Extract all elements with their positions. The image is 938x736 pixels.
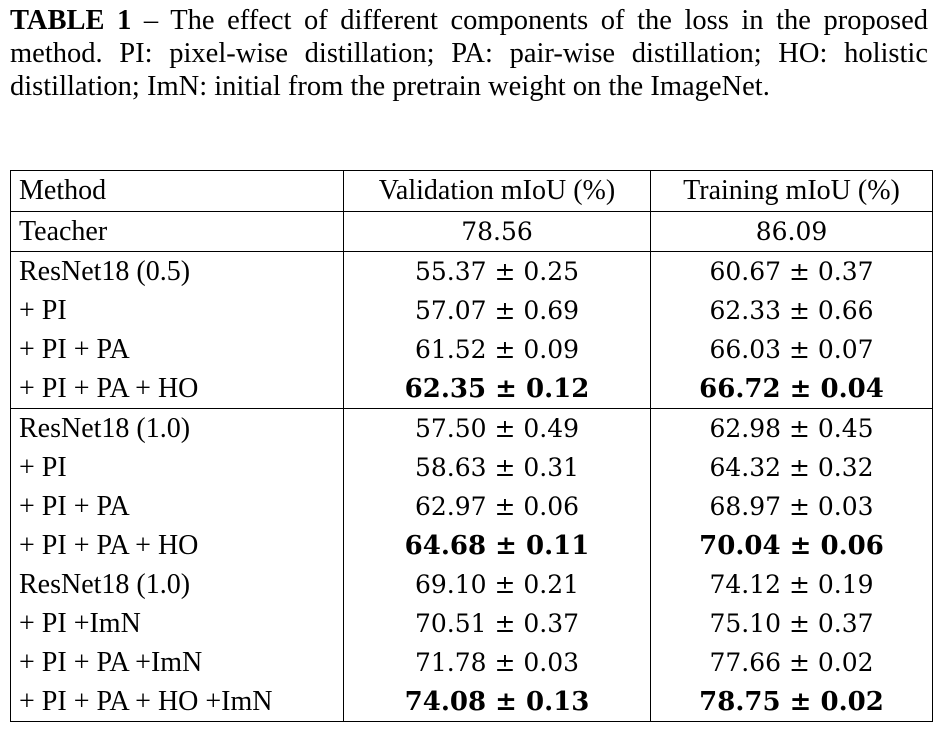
table-row: + PI 58.63 ± 0.31 64.32 ± 0.32 (10, 448, 933, 487)
table-row: ResNet18 (1.0) 69.10 ± 0.21 74.12 ± 0.19 (10, 565, 933, 604)
cell-training-miou: 66.03 ± 0.07 (709, 335, 874, 364)
header-validation-miou: Validation mIoU (%) (343, 170, 651, 212)
cell-validation-miou: 78.56 (343, 211, 651, 252)
table-body: Teacher 78.56 86.09 ResNet18 (0.5) 55.37 ± 0… (10, 211, 933, 722)
cell-validation-miou: 57.50 ± 0.49 (343, 408, 651, 448)
cell-training-miou: 77.66 ± 0.02 (709, 648, 874, 677)
cell-validation-miou: 74.08 ± 0.13 (343, 682, 651, 722)
cell-validation-miou: 69.10 ± 0.21 (343, 565, 651, 604)
cell-training-miou: 78.75 ± 0.02 (699, 686, 884, 717)
table-row: + PI +ImN 70.51 ± 0.37 75.10 ± 0.37 (10, 604, 933, 643)
table-header-row: Method Validation mIoU (%) Training mIoU… (10, 170, 933, 212)
table-row: + PI 57.07 ± 0.69 62.33 ± 0.66 (10, 291, 933, 330)
header-method: Method (10, 170, 344, 212)
header-training-miou: Training mIoU (%) (650, 170, 933, 212)
results-table: Method Validation mIoU (%) Training mIoU… (10, 170, 933, 722)
table-row: ResNet18 (0.5) 55.37 ± 0.25 60.67 ± 0.37 (10, 251, 933, 291)
cell-training-miou: 66.72 ± 0.04 (650, 369, 933, 409)
cell-validation-miou: 62.35 ± 0.12 (343, 369, 651, 409)
cell-method: + PI (10, 448, 344, 487)
cell-training-miou: 86.09 (650, 211, 933, 252)
cell-method: ResNet18 (1.0) (10, 565, 344, 604)
cell-validation-miou: 64.68 ± 0.11 (343, 526, 651, 565)
caption-text: – The effect of different components of … (10, 5, 928, 102)
cell-method: + PI + PA (10, 487, 344, 526)
cell-validation-miou: 58.63 ± 0.31 (343, 448, 651, 487)
cell-training-miou: 60.67 ± 0.37 (709, 257, 874, 286)
cell-method: + PI (10, 291, 344, 330)
cell-validation-miou: 70.51 ± 0.37 (343, 604, 651, 643)
caption-label: TABLE 1 (10, 5, 132, 36)
cell-training-miou: 74.12 ± 0.19 (709, 570, 874, 599)
table-row: ResNet18 (1.0) 57.50 ± 0.49 62.98 ± 0.45 (10, 408, 933, 448)
cell-validation-miou: 71.78 ± 0.03 (343, 643, 651, 682)
table-row: + PI + PA + HO 64.68 ± 0.11 70.04 ± 0.06 (10, 526, 933, 565)
cell-method: ResNet18 (1.0) (10, 408, 344, 448)
cell-method: + PI + PA + HO +ImN (10, 682, 344, 722)
cell-method: + PI +ImN (10, 604, 344, 643)
cell-training-miou: 64.32 ± 0.32 (709, 453, 874, 482)
table-row: + PI + PA + HO +ImN 74.08 ± 0.13 78.75 ± 0… (10, 682, 933, 722)
cell-method: Teacher (10, 211, 344, 252)
table-row: Teacher 78.56 86.09 (10, 211, 933, 252)
table-caption: TABLE 1 – The effect of different compon… (10, 4, 928, 103)
cell-training-miou: 75.10 ± 0.37 (709, 609, 874, 638)
cell-method: + PI + PA (10, 330, 344, 369)
cell-validation-miou: 57.07 ± 0.69 (343, 291, 651, 330)
table-row: + PI + PA 62.97 ± 0.06 68.97 ± 0.03 (10, 487, 933, 526)
cell-training-miou: 70.04 ± 0.06 (699, 530, 884, 561)
cell-validation-miou: 61.52 ± 0.09 (343, 330, 651, 369)
table-row: + PI + PA 61.52 ± 0.09 66.03 ± 0.07 (10, 330, 933, 369)
cell-method: + PI + PA + HO (10, 369, 344, 409)
cell-validation-miou: 55.37 ± 0.25 (343, 251, 651, 291)
table-row: + PI + PA + HO 62.35 ± 0.12 66.72 ± 0.04 (10, 369, 933, 409)
cell-method: + PI + PA + HO (10, 526, 344, 565)
cell-method: ResNet18 (0.5) (10, 251, 344, 291)
cell-training-miou: 62.33 ± 0.66 (709, 296, 874, 325)
cell-validation-miou: 62.97 ± 0.06 (343, 487, 651, 526)
cell-method: + PI + PA +ImN (10, 643, 344, 682)
cell-training-miou: 68.97 ± 0.03 (709, 492, 874, 521)
table-row: + PI + PA +ImN 71.78 ± 0.03 77.66 ± 0.02 (10, 643, 933, 682)
cell-training-miou: 62.98 ± 0.45 (709, 414, 874, 443)
